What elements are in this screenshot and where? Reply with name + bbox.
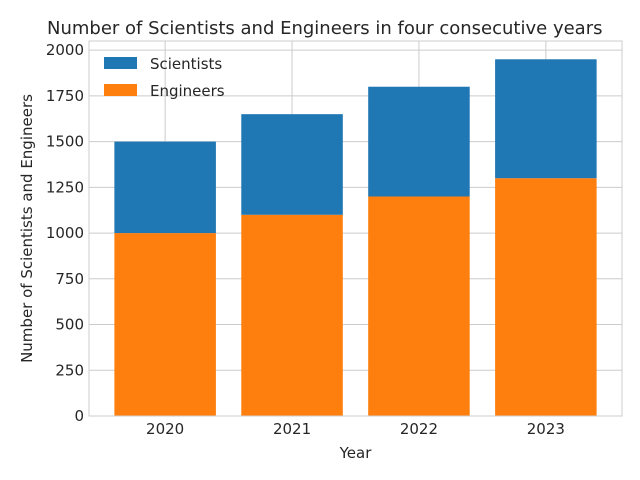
y-tick-label: 500: [55, 316, 84, 334]
y-tick-label: 1500: [46, 133, 84, 151]
legend-label-engineers: Engineers: [150, 82, 225, 100]
bar-engineers-2022: [368, 196, 470, 416]
bar-scientists-2021: [241, 114, 343, 215]
y-tick-label: 750: [55, 270, 84, 288]
y-tick-label: 250: [55, 361, 84, 379]
x-tick-label: 2020: [146, 420, 184, 438]
y-tick-labels: 0 250 500 750 1000 1250 1500 1750 2000: [46, 41, 84, 425]
chart-title: Number of Scientists and Engineers in fo…: [47, 18, 602, 39]
y-tick-label: 2000: [46, 41, 84, 59]
bar-engineers-2023: [495, 178, 597, 416]
x-tick-label: 2023: [527, 420, 565, 438]
y-tick-label: 1000: [46, 224, 84, 242]
x-tick-label: 2021: [273, 420, 311, 438]
y-axis-label: Number of Scientists and Engineers: [18, 94, 36, 363]
legend-swatch-scientists: [104, 57, 137, 69]
bars: [114, 59, 597, 416]
bar-engineers-2020: [114, 233, 216, 416]
y-tick-label: 1750: [46, 87, 84, 105]
x-tick-label: 2022: [400, 420, 438, 438]
bar-scientists-2023: [495, 59, 597, 179]
y-tick-label: 1250: [46, 178, 84, 196]
bar-scientists-2020: [114, 141, 216, 234]
x-axis-label: Year: [339, 444, 373, 462]
y-tick-label: 0: [74, 407, 84, 425]
legend-label-scientists: Scientists: [150, 55, 222, 73]
legend-swatch-engineers: [104, 84, 137, 96]
plot-frame: [88, 40, 623, 417]
bar-engineers-2021: [241, 214, 343, 416]
legend: Scientists Engineers: [104, 55, 225, 100]
bar-scientists-2022: [368, 86, 470, 197]
x-tick-labels: 2020 2021 2022 2023: [146, 420, 565, 438]
